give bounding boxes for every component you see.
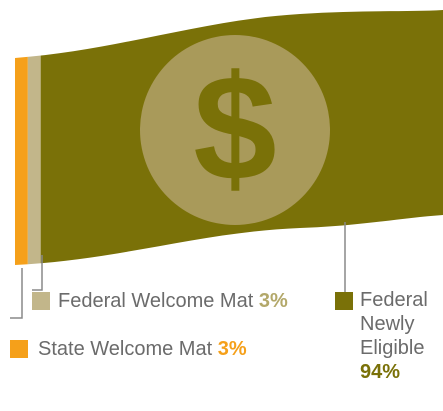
legend-swatch [10,340,28,358]
legend-label: Federal Newly Eligible [360,289,428,359]
segment [28,0,41,300]
value-label: 3% [218,338,247,360]
segment [15,0,28,300]
legend-entry: Federal Welcome Mat 3% [58,290,288,313]
legend-swatch [335,292,353,310]
legend-label: State Welcome Mat [38,338,212,360]
page: {"chart_data": {"type": "stacked-bar", "… [0,0,443,411]
legend-entry: State Welcome Mat 3% [38,338,247,361]
legend-label: Federal Welcome Mat [58,290,253,312]
legend-swatch [32,292,50,310]
value-label: 94% [360,361,400,383]
dollar-sign: $ [193,44,276,212]
value-label: 3% [259,290,288,312]
